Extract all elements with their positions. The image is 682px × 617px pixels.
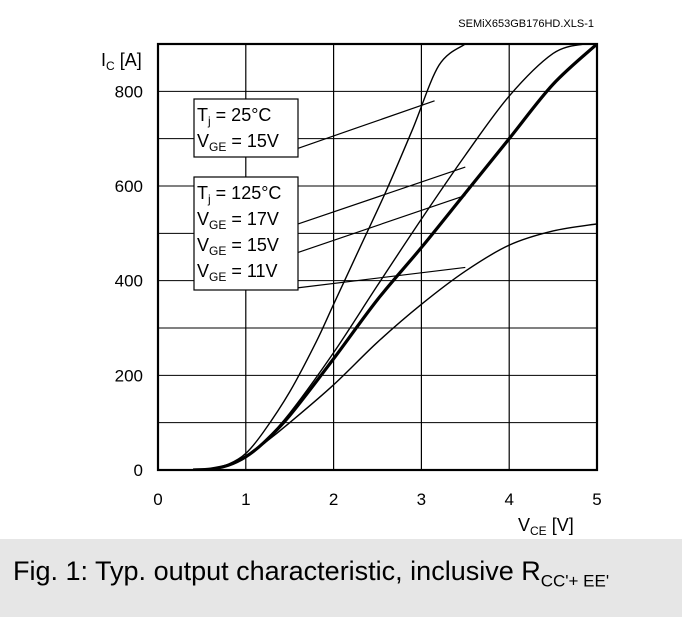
annotation-box-2 — [193, 176, 299, 291]
x-tick-label: 1 — [241, 490, 250, 509]
annotation-text: VGE = 17V — [197, 209, 279, 232]
annotation-text: Tj = 25°C — [197, 105, 271, 128]
annotation-text: VGE = 15V — [197, 235, 279, 258]
plot-frame — [156, 42, 599, 472]
chart-svg: SEMiX653GB176HD.XLS-1 Tj = 25°C VGE = 15V T… — [101, 18, 602, 538]
y-tick-label: 0 — [134, 461, 143, 480]
caption-band — [0, 539, 682, 617]
y-tick-label: 800 — [115, 82, 143, 101]
x-tick-label: 5 — [592, 490, 601, 509]
annotation-leader-line — [298, 166, 466, 225]
annotation-text: Tj = 125°C — [197, 183, 281, 206]
x-tick-label: 3 — [417, 490, 426, 509]
figure-caption: Fig. 1: Typ. output characteristic, incl… — [13, 556, 609, 591]
caption-subscript: CC'+ EE' — [540, 571, 610, 591]
annotation-text: VGE = 15V — [197, 131, 279, 154]
annotation-text: VGE = 11V — [197, 261, 278, 284]
y-tick-label: 200 — [115, 366, 143, 385]
y-tick-label: 600 — [115, 177, 143, 196]
x-tick-label: 4 — [504, 490, 513, 509]
caption-text: Fig. 1: Typ. output characteristic, incl… — [13, 556, 541, 586]
x-axis-label: VCE [V] — [518, 515, 574, 538]
file-id-label: SEMiX653GB176HD.XLS-1 — [458, 18, 594, 30]
annotation-box-1 — [193, 98, 299, 158]
x-tick-label: 0 — [153, 490, 162, 509]
annotation-leader-line — [298, 100, 435, 149]
y-tick-label: 400 — [115, 272, 143, 291]
y-axis-label: IC [A] — [101, 50, 142, 73]
annotation-leader-line — [298, 194, 466, 253]
series-line-4 — [193, 223, 597, 470]
x-tick-label: 2 — [329, 490, 338, 509]
